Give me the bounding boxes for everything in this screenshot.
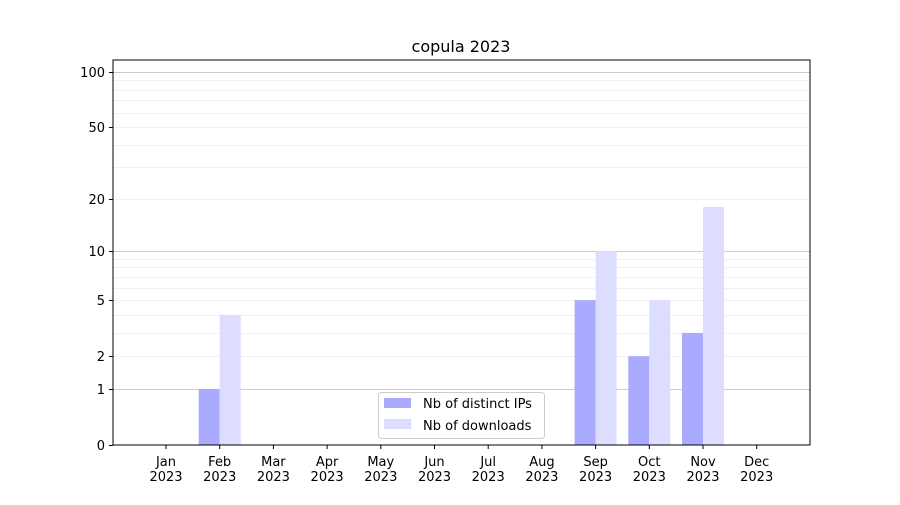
x-tick-label: Nov 2023 [686,455,719,485]
bar-ips [574,300,596,445]
plot-frame [112,59,811,446]
x-tick-label-line: 2023 [418,470,451,485]
x-tick-label: Sep 2023 [579,455,612,485]
bar-ips [682,332,703,445]
x-tick-label-line: Dec [744,455,769,470]
x-tick-label: Jan 2023 [149,455,182,485]
y-tick-label: 1 [97,383,105,398]
x-tick-label-line: 2023 [257,470,290,485]
legend-label-ips: Nb of distinct IPs [423,397,532,412]
x-tick-label-line: 2023 [149,470,182,485]
x-tick-label-line: Feb [208,455,231,470]
y-tick-label: 100 [80,66,105,81]
y-tick-label: 20 [88,193,105,208]
x-tick-label-line: Jun [423,455,444,470]
x-tick-label: Dec 2023 [740,455,773,485]
x-tick-label: Jun 2023 [418,455,451,485]
x-tick-label: Feb 2023 [203,455,236,485]
bar-downloads [649,300,671,445]
x-tick-label-line: Nov [690,455,716,470]
x-tick-label-line: Oct [638,455,660,470]
x-tick-label-line: 2023 [525,470,558,485]
legend-label-downloads: Nb of downloads [423,419,532,434]
bar-ips [198,388,220,445]
y-tick-label: 0 [97,439,105,454]
chart-title: copula 2023 [412,37,511,56]
x-tick-label-line: Aug [529,455,554,470]
x-tick-label-line: 2023 [472,470,505,485]
bar-ips [628,356,650,445]
x-tick-label-line: 2023 [633,470,666,485]
x-tick-label-line: 2023 [686,470,719,485]
x-tick-label: May 2023 [364,455,397,485]
x-tick-label: Jul 2023 [472,455,505,485]
x-tick-label: Oct 2023 [633,455,666,485]
bar-downloads [595,251,617,445]
y-tick-label: 2 [97,350,105,365]
bar-downloads [219,314,241,445]
bar-downloads [703,206,724,445]
x-tick-label-line: 2023 [579,470,612,485]
x-tick-label-line: Jan [155,455,176,470]
x-tick-label: Mar 2023 [257,455,290,485]
x-tick-label-line: 2023 [203,470,236,485]
legend: Nb of distinct IPs Nb of downloads [378,392,545,439]
x-tick-label: Aug 2023 [525,455,558,485]
y-tick-label: 5 [97,294,105,309]
legend-swatch-ips [384,398,411,408]
x-tick-label-line: 2023 [364,470,397,485]
x-tick-label-line: 2023 [740,470,773,485]
x-tick-label-line: Jul [479,455,496,470]
x-tick-label-line: 2023 [311,470,344,485]
x-tick-label-line: Apr [316,455,339,470]
x-tick-label-line: May [367,455,394,470]
x-tick-label-line: Sep [583,455,608,470]
y-tick-label: 50 [88,121,105,136]
legend-swatch-downloads [384,419,411,429]
legend-frame [378,392,545,439]
x-tick-label: Apr 2023 [311,455,344,485]
x-tick-label-line: Mar [261,455,286,470]
y-tick-label: 10 [88,245,105,260]
